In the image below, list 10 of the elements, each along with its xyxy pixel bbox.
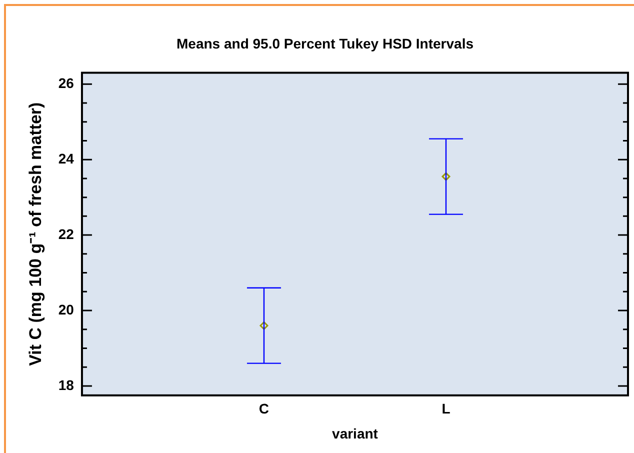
y-tick-label: 26: [58, 74, 74, 91]
x-tick-label: C: [258, 400, 270, 417]
y-axis-title: Vit C (mg 100 g⁻¹ of fresh matter): [26, 102, 45, 366]
y-tick-label: 24: [58, 150, 74, 166]
y-tick-label: 20: [58, 301, 74, 318]
y-tick-label: 18: [58, 376, 74, 393]
y-tick-label: 22: [58, 226, 74, 242]
chart-title: Means and 95.0 Percent Tukey HSD Intervals: [176, 35, 474, 52]
x-axis-title: variant: [332, 425, 378, 442]
x-tick-label: L: [442, 400, 451, 417]
